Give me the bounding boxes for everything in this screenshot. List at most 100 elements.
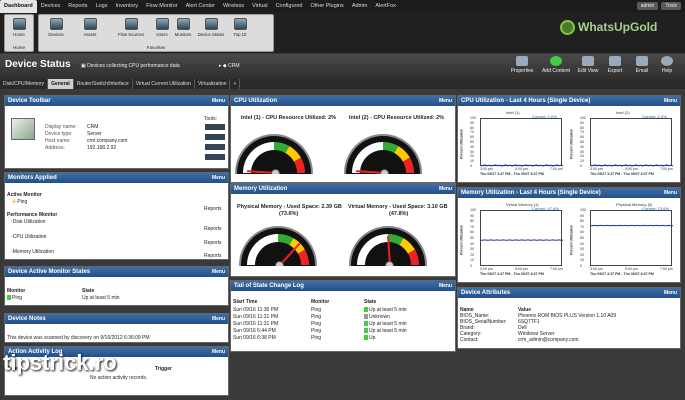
x-tick-label: 3:00 pm	[590, 267, 603, 271]
action-log-empty: No action activity records.	[90, 375, 148, 381]
fav-top-10-label: Top 10	[233, 32, 247, 37]
add-tab-button[interactable]: +	[230, 79, 241, 89]
panel-menu-button[interactable]: Menu	[211, 269, 225, 275]
help-button[interactable]: Help	[655, 56, 679, 74]
nav-alertfox[interactable]: AlertFox	[375, 3, 396, 9]
properties-button[interactable]: Properties	[508, 56, 536, 74]
y-tick-label: 70	[470, 130, 474, 135]
panel-menu-button[interactable]: Menu	[211, 349, 225, 355]
device-notes-header: Device Notes Menu	[5, 314, 228, 324]
y-tick-label: 50	[470, 236, 474, 240]
fav-assets[interactable]: Assets	[79, 18, 101, 37]
nav-configured[interactable]: Configured	[275, 3, 303, 9]
y-axis-label: Percent Utilization	[569, 224, 574, 256]
users-icon	[155, 18, 169, 30]
status-up-icon	[7, 295, 11, 301]
device-group-selector[interactable]: ▣ Devices collecting CPU performance dat…	[81, 63, 180, 69]
nav-other-plugins[interactable]: Other Plugins	[310, 3, 344, 9]
cpu-icon: ◦	[11, 234, 13, 240]
fav-monitors[interactable]: Monitors	[172, 18, 194, 37]
tab-disk-cpu-memory[interactable]: Disk/CPU/Memory	[0, 79, 49, 89]
y-tick-label: 70	[580, 224, 584, 229]
tab-router-switch-interface[interactable]: Router/Switch/Interface	[74, 79, 133, 89]
home-button[interactable]: Home	[8, 18, 30, 37]
panel-menu-button[interactable]: Menu	[663, 98, 677, 104]
memory-utilization-header: Memory Utilization Menu	[231, 184, 455, 194]
nav-virtual[interactable]: Virtual	[252, 3, 268, 9]
fav-device-status[interactable]: Device Status	[197, 18, 225, 37]
cpu-4h-panel: CPU Utilization - Last 4 Hours (Single D…	[457, 95, 681, 183]
attr-value: Phoenix ROM BIOS PLUS Version 1.10 A09	[518, 313, 617, 319]
x-tick-label: 7:00 pm	[550, 267, 563, 271]
y-tick-label: 40	[580, 241, 584, 246]
panel-menu-button[interactable]: Menu	[663, 290, 677, 296]
panel-menu-button[interactable]: Menu	[438, 283, 452, 289]
disk-reports-link[interactable]: Reports	[204, 226, 222, 232]
tools-menu[interactable]: Tools	[661, 2, 681, 10]
attr-value: crm_admin@company.com	[518, 337, 579, 343]
panel-title: Memory Utilization	[234, 186, 288, 192]
log-row-monitor: Ping	[311, 314, 322, 320]
fav-top-10[interactable]: Top 10	[229, 18, 251, 37]
nav-reports[interactable]: Reports	[68, 3, 88, 9]
folder-icon: ▣	[81, 63, 88, 69]
panel-menu-button[interactable]: Menu	[663, 190, 677, 196]
active-monitor-ping: ⚡Ping	[11, 199, 27, 205]
memory-reports-link[interactable]: Reports	[204, 253, 222, 259]
edit-view-button[interactable]: Edit View	[575, 56, 601, 74]
email-button[interactable]: Email	[629, 56, 655, 74]
active-monitor-header: Active Monitor	[7, 192, 42, 198]
export-button[interactable]: Export	[602, 56, 628, 74]
y-axis-label: Percent Utilization	[459, 128, 464, 160]
user-menu[interactable]: admin	[636, 2, 659, 10]
panel-menu-button[interactable]: Menu	[211, 98, 225, 104]
panel-menu-button[interactable]: Menu	[438, 98, 452, 104]
ping-reports-link[interactable]: Reports	[204, 206, 222, 212]
attr-name: BIOS_SerialNumber:	[460, 319, 507, 325]
fav-flow-sources-label: Flow Sources	[117, 32, 145, 37]
panel-menu-button[interactable]: Menu	[211, 316, 225, 322]
memory-utilization-label: Memory Utilization	[12, 249, 54, 255]
add-content-button[interactable]: Add Content	[539, 56, 573, 74]
cpu-gauge-2-label: Intel (2) - CPU Resource Utilized: 2%	[349, 115, 445, 121]
address-value: 192.168.2.92	[87, 145, 117, 151]
device-selector[interactable]: ▸ ◆ CRM	[219, 63, 240, 69]
gauge-hub	[380, 169, 389, 174]
edit-view-label: Edit View	[577, 68, 599, 74]
nav-inventory[interactable]: Inventory	[115, 3, 139, 9]
tab-virtualization[interactable]: Virtualization	[195, 79, 231, 89]
y-tick-label: 40	[470, 144, 474, 149]
col-state-header: State	[364, 299, 377, 305]
fav-users[interactable]: Users	[151, 18, 173, 37]
nav-devices[interactable]: Devices	[40, 3, 61, 9]
nav-dashboard[interactable]: Dashboard	[0, 0, 37, 13]
cpu-reports-link[interactable]: Reports	[204, 240, 222, 246]
chart-title: Intel (2)	[616, 110, 630, 115]
panel-menu-button[interactable]: Menu	[438, 186, 452, 192]
x-tick-label: 7:00 pm	[660, 167, 673, 171]
nav-wireless[interactable]: Wireless	[222, 3, 245, 9]
help-icon	[661, 56, 673, 66]
tab-virtual-current-utilization[interactable]: Virtual Current Utilization	[133, 79, 195, 89]
mem-4h-panel: Memory Utilization - Last 4 Hours (Singl…	[457, 187, 681, 283]
panel-title: Device Active Monitor States	[8, 269, 91, 275]
device-active-monitor-states-panel: Device Active Monitor States Menu Monitor…	[4, 266, 229, 306]
chart-title: Intel (1)	[506, 110, 520, 115]
series-line	[481, 164, 563, 167]
nav-flow-monitor[interactable]: Flow Monitor	[146, 3, 178, 9]
device-attributes-panel: Device Attributes Menu Name Value BIOS_Na…	[457, 287, 681, 349]
nav-admin[interactable]: Admin	[351, 3, 368, 9]
device-toolbar-header: Device Toolbar Menu	[5, 96, 228, 106]
panel-menu-button[interactable]: Menu	[211, 175, 225, 181]
nav-alert-center[interactable]: Alert Center	[185, 3, 215, 9]
fav-devices[interactable]: Devices	[45, 18, 67, 37]
chart-plot-area	[590, 210, 673, 266]
tab-general[interactable]: General	[48, 79, 74, 89]
y-tick-label: 0	[580, 264, 582, 268]
device-tools-icons[interactable]	[205, 124, 225, 164]
fav-flow-sources[interactable]: Flow Sources	[117, 18, 145, 37]
chart-current: Current: 2.0%	[642, 114, 667, 119]
series-line	[481, 239, 563, 241]
attr-value: Windows Server	[518, 331, 555, 337]
nav-logs[interactable]: Logs	[95, 3, 108, 9]
